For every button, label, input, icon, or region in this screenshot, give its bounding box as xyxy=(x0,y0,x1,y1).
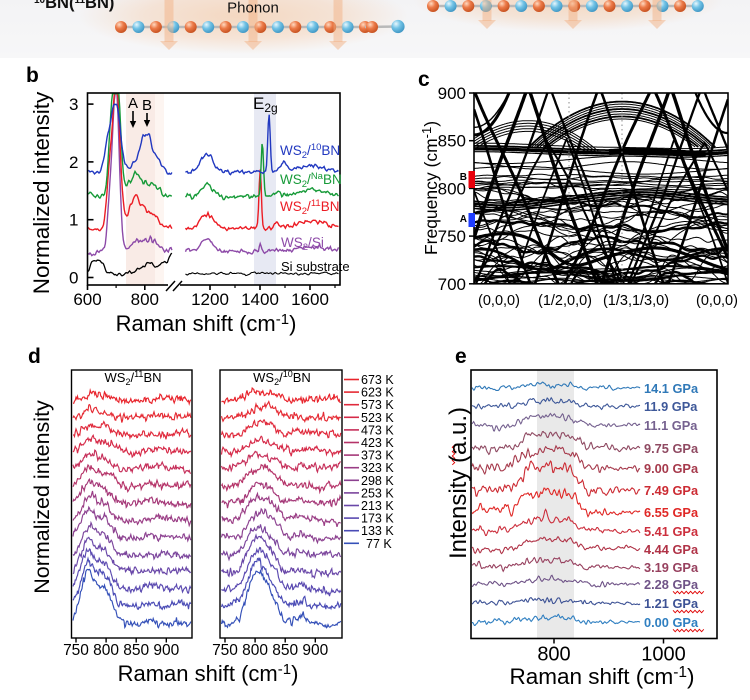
svg-text:2.28 GPa: 2.28 GPa xyxy=(644,577,699,592)
svg-text:133 K: 133 K xyxy=(361,524,394,538)
svg-text:b: b xyxy=(26,64,39,87)
svg-text:WS2/11BN: WS2/11BN xyxy=(280,198,339,217)
svg-text:(0,0,0): (0,0,0) xyxy=(478,293,520,309)
svg-text:1.21 GPa: 1.21 GPa xyxy=(644,596,699,611)
svg-text:750: 750 xyxy=(63,642,89,659)
svg-text:Intensity (a.u.): Intensity (a.u.) xyxy=(445,407,472,559)
svg-text:173 K: 173 K xyxy=(361,512,394,526)
svg-text:3: 3 xyxy=(69,95,78,114)
svg-text:1200: 1200 xyxy=(191,290,229,309)
svg-text:Normalized intensity: Normalized intensity xyxy=(29,91,54,294)
svg-text:Raman shift (cm-1): Raman shift (cm-1) xyxy=(118,661,299,686)
svg-text:WS2/10BN: WS2/10BN xyxy=(253,369,311,387)
svg-text:7.49 GPa: 7.49 GPa xyxy=(644,483,699,498)
svg-text:2: 2 xyxy=(69,153,78,172)
svg-text:9.75 GPa: 9.75 GPa xyxy=(644,441,699,456)
svg-text:(1/2,0,0): (1/2,0,0) xyxy=(538,293,592,309)
svg-text:Raman shift (cm-1): Raman shift (cm-1) xyxy=(509,664,694,689)
svg-text:1000: 1000 xyxy=(641,644,686,666)
svg-text:WS2/NaBN: WS2/NaBN xyxy=(280,171,342,190)
svg-text:423 K: 423 K xyxy=(361,436,394,450)
svg-text:c: c xyxy=(418,68,430,91)
svg-text:4.44 GPa: 4.44 GPa xyxy=(644,542,699,557)
svg-text:298 K: 298 K xyxy=(361,474,394,488)
svg-text:Frequency (cm-1): Frequency (cm-1) xyxy=(419,121,441,255)
svg-text:Phonon: Phonon xyxy=(227,0,279,17)
svg-text:11.1 GPa: 11.1 GPa xyxy=(644,418,698,433)
svg-text:323 K: 323 K xyxy=(361,461,394,475)
svg-text:14.1 GPa: 14.1 GPa xyxy=(644,381,699,396)
svg-text:(1/3,1/3,0): (1/3,1/3,0) xyxy=(603,293,669,309)
svg-text:A: A xyxy=(460,214,467,225)
svg-text:800: 800 xyxy=(537,644,570,666)
svg-text:B: B xyxy=(142,97,152,114)
svg-text:1400: 1400 xyxy=(241,290,279,309)
svg-text:673 K: 673 K xyxy=(361,373,394,387)
svg-text:Raman shift (cm-1): Raman shift (cm-1) xyxy=(116,311,297,336)
svg-text:850: 850 xyxy=(438,132,466,151)
svg-text:700: 700 xyxy=(438,275,466,294)
svg-text:800: 800 xyxy=(131,290,159,309)
svg-text:A: A xyxy=(128,95,138,112)
svg-text:WS2/10BN: WS2/10BN xyxy=(280,142,340,161)
svg-text:623 K: 623 K xyxy=(361,386,394,400)
svg-text:11.9 GPa: 11.9 GPa xyxy=(644,399,698,414)
svg-text:B: B xyxy=(460,172,467,183)
svg-text:(0,0,0): (0,0,0) xyxy=(696,293,738,309)
svg-text:213 K: 213 K xyxy=(361,499,394,513)
svg-text:6.55 GPa: 6.55 GPa xyxy=(644,505,699,520)
svg-text:850: 850 xyxy=(272,642,298,659)
svg-text:800: 800 xyxy=(93,642,119,659)
svg-text:1: 1 xyxy=(69,211,78,230)
svg-text:750: 750 xyxy=(212,642,238,659)
svg-text:600: 600 xyxy=(73,290,101,309)
svg-text:WS2/11BN: WS2/11BN xyxy=(105,369,162,387)
svg-text:850: 850 xyxy=(123,642,149,659)
svg-text:523 K: 523 K xyxy=(361,411,394,425)
svg-text:77 K: 77 K xyxy=(366,537,392,551)
svg-text:3.19 GPa: 3.19 GPa xyxy=(644,560,699,575)
svg-text:373 K: 373 K xyxy=(361,449,394,463)
svg-text:0.00 GPa: 0.00 GPa xyxy=(644,615,699,630)
svg-text:5.41 GPa: 5.41 GPa xyxy=(644,524,699,539)
svg-text:573 K: 573 K xyxy=(361,398,394,412)
svg-text:473 K: 473 K xyxy=(361,423,394,437)
svg-text:800: 800 xyxy=(242,642,268,659)
svg-text:WS2/Si: WS2/Si xyxy=(281,235,324,253)
svg-text:0: 0 xyxy=(69,269,78,288)
svg-text:d: d xyxy=(28,345,41,368)
svg-text:10BN(11BN): 10BN(11BN) xyxy=(34,0,114,12)
svg-text:Normalized intensity: Normalized intensity xyxy=(30,400,54,594)
svg-text:750: 750 xyxy=(438,227,466,246)
svg-text:800: 800 xyxy=(438,179,466,198)
svg-text:e: e xyxy=(455,345,467,368)
svg-text:1600: 1600 xyxy=(291,290,329,309)
svg-text:9.00 GPa: 9.00 GPa xyxy=(644,461,699,476)
svg-text:900: 900 xyxy=(302,642,328,659)
svg-text:900: 900 xyxy=(438,84,466,103)
svg-text:Si substrate: Si substrate xyxy=(281,259,350,274)
svg-text:253 K: 253 K xyxy=(361,486,394,500)
svg-text:900: 900 xyxy=(153,642,179,659)
